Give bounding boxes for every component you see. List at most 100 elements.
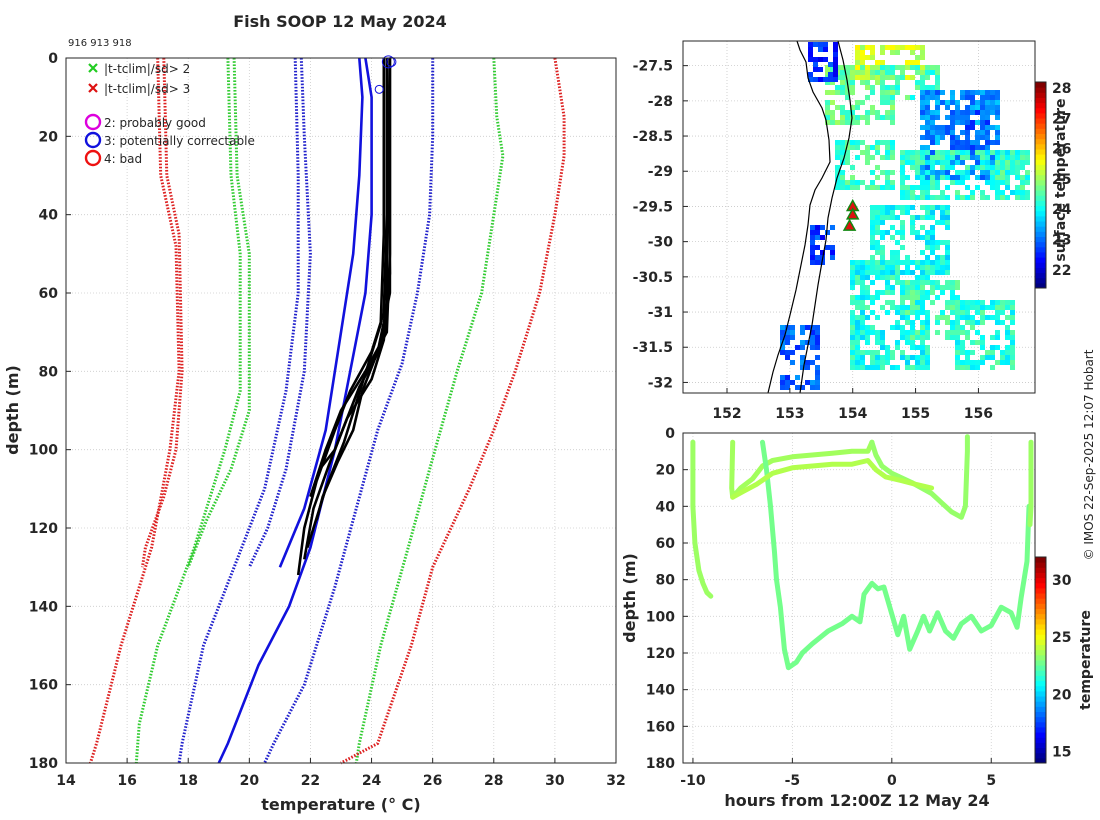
sst-cell xyxy=(1005,335,1010,340)
sst-cell xyxy=(855,260,860,265)
sst-cell xyxy=(955,280,960,285)
legend-circle-marker xyxy=(84,113,102,131)
track-y-tick-label: 40 xyxy=(656,499,676,515)
sst-cell xyxy=(815,235,820,240)
sst-cell xyxy=(835,180,840,185)
sst-cell xyxy=(890,325,895,330)
sst-cell xyxy=(985,100,990,105)
climatology-line xyxy=(186,57,251,568)
sst-cell xyxy=(865,45,870,50)
sst-cell xyxy=(995,135,1000,140)
sst-cell xyxy=(945,170,950,175)
sst-cell xyxy=(875,150,880,155)
sst-cell xyxy=(825,110,830,115)
sst-cell xyxy=(810,230,815,235)
sst-cell xyxy=(865,270,870,275)
sst-cell xyxy=(955,350,960,355)
sst-cell xyxy=(930,225,935,230)
colorbar-swatch xyxy=(1035,608,1046,615)
sst-cell xyxy=(880,65,885,70)
sst-cell xyxy=(975,100,980,105)
colorbar-swatch xyxy=(1035,721,1046,728)
left-x-axis-label: temperature (° C) xyxy=(261,795,420,814)
sst-cell xyxy=(815,380,820,385)
sst-cell xyxy=(960,180,965,185)
sst-cell xyxy=(985,170,990,175)
sst-cell xyxy=(855,105,860,110)
sst-cell xyxy=(1025,155,1030,160)
sst-cell xyxy=(1005,300,1010,305)
sst-cell xyxy=(840,105,845,110)
sst-cell xyxy=(985,95,990,100)
map-y-tick-label: -30 xyxy=(648,235,674,251)
left-y-tick-label: 180 xyxy=(29,756,58,772)
sst-cell xyxy=(980,360,985,365)
sst-cell xyxy=(885,65,890,70)
sst-cell xyxy=(1005,170,1010,175)
sst-cell xyxy=(860,265,865,270)
sst-cell xyxy=(900,355,905,360)
sst-cell xyxy=(860,355,865,360)
sst-cell xyxy=(850,145,855,150)
sst-cell xyxy=(790,380,795,385)
sst-cell xyxy=(945,160,950,165)
colorbar-swatch xyxy=(1035,128,1046,134)
sst-cell xyxy=(930,70,935,75)
sst-cell xyxy=(855,120,860,125)
sst-cell xyxy=(870,45,875,50)
sst-cell xyxy=(1005,315,1010,320)
sst-cell xyxy=(935,155,940,160)
sst-cell xyxy=(795,345,800,350)
sst-cell xyxy=(1020,185,1025,190)
sst-cell xyxy=(830,100,835,105)
map-x-tick-label: 156 xyxy=(964,406,993,422)
climatology-line xyxy=(340,57,566,765)
sst-cell xyxy=(920,340,925,345)
sst-cell xyxy=(935,195,940,200)
sst-cell xyxy=(895,260,900,265)
sst-cell xyxy=(1010,315,1015,320)
sst-cell xyxy=(810,225,815,230)
track-y-tick-label: 120 xyxy=(646,646,675,662)
sst-cell xyxy=(860,310,865,315)
sst-cell xyxy=(985,150,990,155)
sst-cell xyxy=(865,325,870,330)
sst-cell xyxy=(940,285,945,290)
sst-cell xyxy=(950,310,955,315)
sst-cell xyxy=(930,280,935,285)
sst-cell xyxy=(920,115,925,120)
sst-cell xyxy=(990,150,995,155)
sst-cell xyxy=(850,360,855,365)
sst-cell xyxy=(995,170,1000,175)
sst-cell xyxy=(870,50,875,55)
sst-cell xyxy=(840,85,845,90)
sst-cell xyxy=(875,220,880,225)
sst-cell xyxy=(920,250,925,255)
sst-cell xyxy=(875,330,880,335)
sst-cell xyxy=(920,345,925,350)
sst-cell xyxy=(920,320,925,325)
sst-cell xyxy=(815,355,820,360)
sst-cell xyxy=(995,165,1000,170)
sst-cell xyxy=(1010,330,1015,335)
sst-cell xyxy=(920,205,925,210)
sst-cell xyxy=(910,345,915,350)
sst-cell xyxy=(915,65,920,70)
sst-cell xyxy=(975,145,980,150)
sst-cell xyxy=(890,45,895,50)
sst-cell xyxy=(825,80,830,85)
sst-cell xyxy=(980,335,985,340)
sst-cell xyxy=(900,300,905,305)
sst-cell xyxy=(865,315,870,320)
sst-cell xyxy=(950,335,955,340)
sst-cell xyxy=(950,125,955,130)
sst-cell xyxy=(855,185,860,190)
sst-cell xyxy=(985,110,990,115)
sst-cell xyxy=(840,140,845,145)
sst-cell xyxy=(915,195,920,200)
sst-cell xyxy=(1025,170,1030,175)
sst-cell xyxy=(995,105,1000,110)
sst-cell xyxy=(935,130,940,135)
sst-cell xyxy=(785,340,790,345)
sst-cell xyxy=(880,75,885,80)
